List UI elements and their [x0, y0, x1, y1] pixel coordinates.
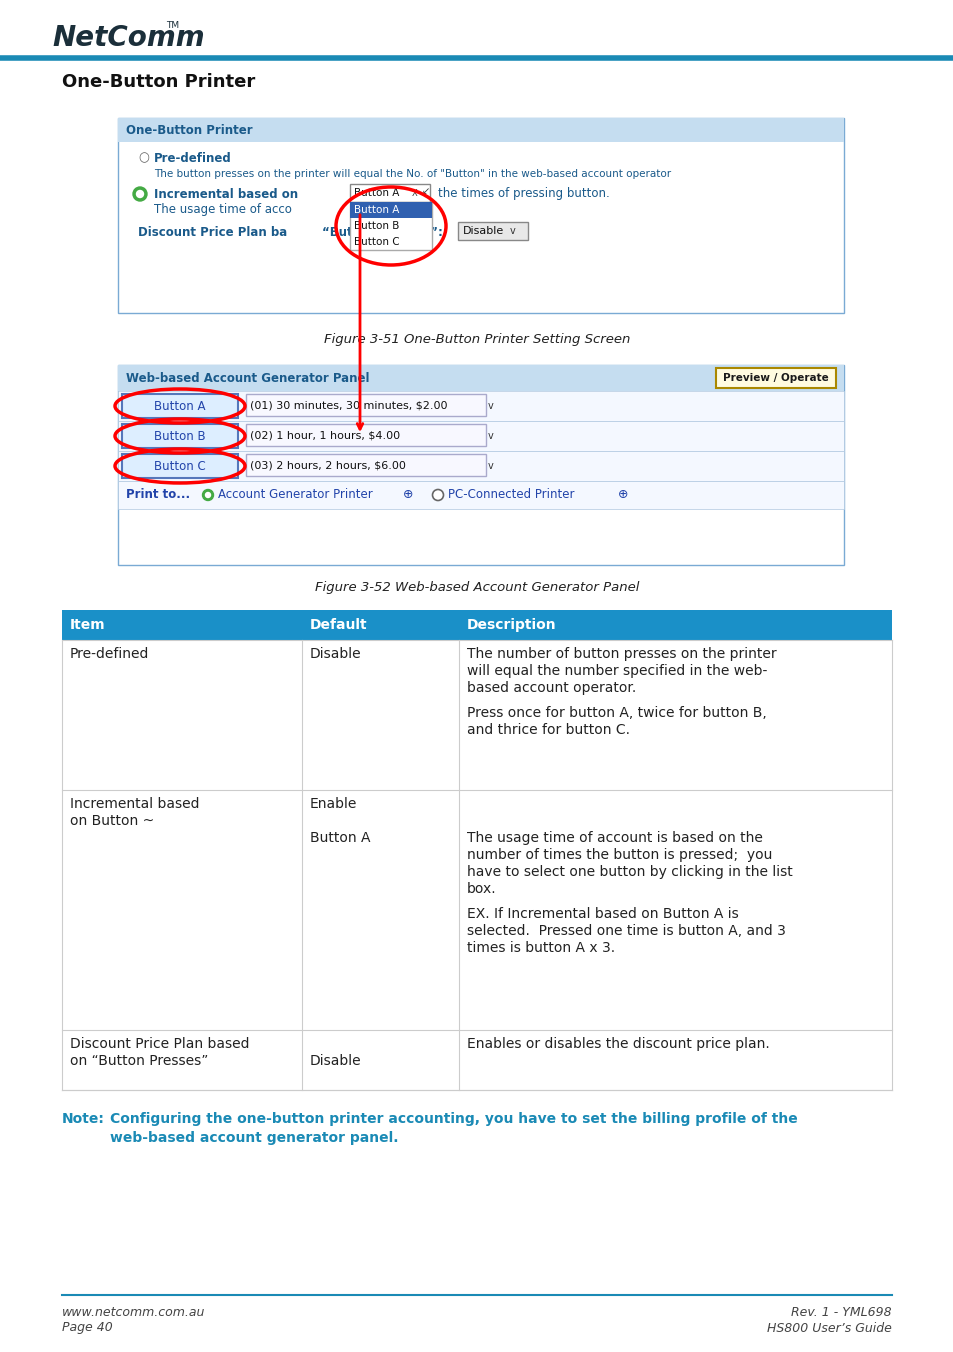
Bar [118, 452, 843, 481]
Text: “Button Presses”:: “Button Presses”: [322, 226, 442, 238]
Text: Figure 3-51 One-Button Printer Setting Screen: Figure 3-51 One-Button Printer Setting S… [323, 334, 630, 346]
Text: times is button A x 3.: times is button A x 3. [467, 941, 615, 955]
Text: on Button ~: on Button ~ [70, 814, 154, 827]
Text: v: v [488, 431, 494, 441]
Text: The button presses on the printer will equal the No. of "Button" in the web-base: The button presses on the printer will e… [153, 169, 670, 178]
Text: ↙: ↙ [421, 187, 430, 196]
Text: NetComm: NetComm [52, 24, 204, 51]
Text: One-Button Printer: One-Button Printer [62, 73, 255, 91]
Text: Default: Default [310, 618, 367, 631]
Text: Button B: Button B [354, 220, 399, 231]
Text: ○: ○ [138, 151, 149, 165]
Text: on “Button Presses”: on “Button Presses” [70, 1055, 208, 1068]
Text: will equal the number specified in the web-: will equal the number specified in the w… [467, 664, 766, 677]
Text: Enable: Enable [310, 796, 357, 811]
Text: Rev. 1 - YML698: Rev. 1 - YML698 [791, 1306, 891, 1318]
Text: Description: Description [467, 618, 556, 631]
Text: Figure 3-52 Web-based Account Generator Panel: Figure 3-52 Web-based Account Generator … [314, 581, 639, 595]
Text: Configuring the one-button printer accounting, you have to set the billing profi: Configuring the one-button printer accou… [110, 1111, 797, 1126]
Bar [350, 184, 430, 201]
Text: Note:: Note: [62, 1111, 105, 1126]
Bar [118, 118, 843, 314]
Text: Button A: Button A [354, 188, 399, 197]
Bar [122, 425, 237, 448]
Circle shape [205, 492, 211, 498]
Bar [457, 222, 527, 241]
Text: have to select one button by clicking in the list: have to select one button by clicking in… [467, 865, 792, 879]
Bar [118, 118, 843, 142]
Text: One-Button Printer: One-Button Printer [126, 123, 253, 137]
Bar [118, 481, 843, 508]
Bar [246, 393, 485, 416]
Text: (02) 1 hour, 1 hours, $4.00: (02) 1 hour, 1 hours, $4.00 [250, 431, 399, 441]
Text: v: v [488, 461, 494, 470]
Text: Discount Price Plan ba: Discount Price Plan ba [138, 226, 287, 238]
Bar [350, 201, 432, 218]
Text: Button A: Button A [154, 399, 206, 412]
Text: Button C: Button C [354, 237, 399, 247]
Text: web-based account generator panel.: web-based account generator panel. [110, 1132, 398, 1145]
Text: The usage time of account is based on the: The usage time of account is based on th… [467, 831, 762, 845]
Text: v: v [488, 402, 494, 411]
Text: v: v [510, 226, 516, 237]
Text: Disable: Disable [462, 226, 504, 237]
Text: based account operator.: based account operator. [467, 681, 636, 695]
Circle shape [432, 489, 443, 500]
Bar [118, 365, 843, 391]
Text: Print to...: Print to... [126, 488, 190, 502]
Bar [118, 365, 843, 565]
Bar [246, 454, 485, 476]
Text: Button C: Button C [154, 460, 206, 472]
Text: Button A: Button A [310, 831, 370, 845]
Text: Pre-defined: Pre-defined [153, 151, 232, 165]
Text: The number of button presses on the printer: The number of button presses on the prin… [467, 648, 776, 661]
Text: (01) 30 minutes, 30 minutes, $2.00: (01) 30 minutes, 30 minutes, $2.00 [250, 402, 447, 411]
Bar [118, 420, 843, 452]
Text: selected.  Pressed one time is button A, and 3: selected. Pressed one time is button A, … [467, 923, 785, 938]
Text: The usage time of acco: The usage time of acco [153, 204, 292, 216]
Text: TM: TM [166, 22, 179, 31]
Text: EX. If Incremental based on Button A is: EX. If Incremental based on Button A is [467, 907, 738, 921]
Text: number of times the button is pressed;  you: number of times the button is pressed; y… [467, 848, 772, 863]
Text: (03) 2 hours, 2 hours, $6.00: (03) 2 hours, 2 hours, $6.00 [250, 461, 405, 470]
Text: the times of pressing button.: the times of pressing button. [437, 188, 609, 200]
Circle shape [132, 187, 147, 201]
Text: HS800 User’s Guide: HS800 User’s Guide [766, 1321, 891, 1334]
Text: Enables or disables the discount price plan.: Enables or disables the discount price p… [467, 1037, 769, 1051]
Text: and thrice for button C.: and thrice for button C. [467, 723, 629, 737]
Bar [62, 1030, 891, 1090]
Circle shape [136, 191, 143, 197]
Bar [62, 639, 891, 790]
Bar [62, 790, 891, 1030]
Text: ⊕: ⊕ [618, 488, 628, 502]
Text: Incremental based: Incremental based [70, 796, 199, 811]
Bar [122, 454, 237, 479]
Text: Item: Item [70, 618, 106, 631]
Text: Account Generator Printer: Account Generator Printer [218, 488, 373, 502]
Text: ⊕: ⊕ [402, 488, 413, 502]
Text: Incremental based on: Incremental based on [153, 188, 297, 200]
Text: Disable: Disable [310, 648, 361, 661]
Text: Web-based Account Generator Panel: Web-based Account Generator Panel [126, 372, 369, 384]
Text: Page 40: Page 40 [62, 1321, 112, 1334]
Bar [62, 610, 891, 639]
Text: Disable: Disable [310, 1055, 361, 1068]
Bar [118, 391, 843, 420]
Text: PC-Connected Printer: PC-Connected Printer [448, 488, 574, 502]
Bar [246, 425, 485, 446]
Text: Discount Price Plan based: Discount Price Plan based [70, 1037, 250, 1051]
Text: box.: box. [467, 882, 497, 896]
Text: Button B: Button B [154, 430, 206, 442]
Text: Button A: Button A [354, 206, 399, 215]
Text: Preview / Operate: Preview / Operate [722, 373, 828, 383]
Circle shape [202, 489, 213, 500]
Text: X: X [412, 188, 417, 197]
Text: www.netcomm.com.au: www.netcomm.com.au [62, 1306, 205, 1318]
Text: Press once for button A, twice for button B,: Press once for button A, twice for butto… [467, 706, 766, 721]
Bar [716, 368, 835, 388]
Bar [122, 393, 237, 418]
Text: Pre-defined: Pre-defined [70, 648, 150, 661]
Bar [350, 201, 432, 250]
